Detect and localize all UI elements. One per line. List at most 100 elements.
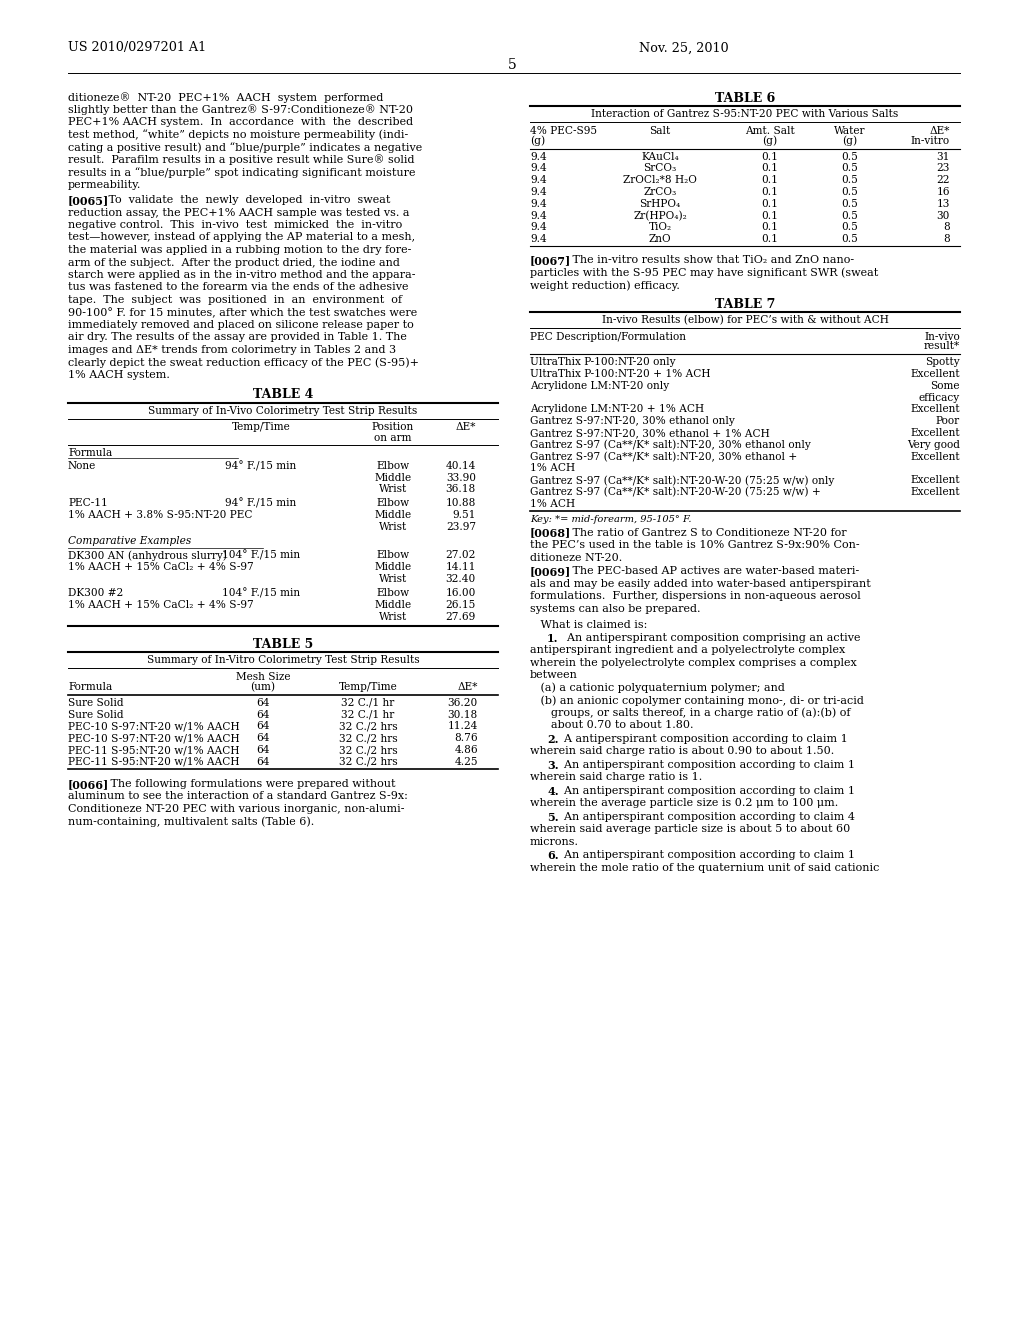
Text: 33.90: 33.90 (446, 473, 476, 483)
Text: (g): (g) (843, 136, 857, 147)
Text: US 2010/0297201 A1: US 2010/0297201 A1 (68, 41, 206, 54)
Text: Formula: Formula (68, 682, 113, 692)
Text: 9.4: 9.4 (530, 222, 547, 232)
Text: Interaction of Gantrez S-95:NT-20 PEC with Various Salts: Interaction of Gantrez S-95:NT-20 PEC wi… (592, 110, 899, 119)
Text: 64: 64 (256, 734, 269, 743)
Text: the PEC’s used in the table is 10% Gantrez S-9x:90% Con-: the PEC’s used in the table is 10% Gantr… (530, 540, 859, 550)
Text: Wrist: Wrist (379, 611, 408, 622)
Text: 32 C./1 hr: 32 C./1 hr (341, 710, 394, 719)
Text: result.  Parafilm results in a positive result while Sure® solid: result. Parafilm results in a positive r… (68, 154, 415, 165)
Text: 0.5: 0.5 (842, 199, 858, 209)
Text: PEC-10 S-97:NT-20 w/1% AACH: PEC-10 S-97:NT-20 w/1% AACH (68, 734, 240, 743)
Text: wherein the mole ratio of the quaternium unit of said cationic: wherein the mole ratio of the quaternium… (530, 862, 880, 873)
Text: Elbow: Elbow (377, 550, 410, 561)
Text: 0.1: 0.1 (762, 234, 778, 244)
Text: Acrylidone LM:NT-20 only: Acrylidone LM:NT-20 only (530, 380, 669, 391)
Text: arm of the subject.  After the product dried, the iodine and: arm of the subject. After the product dr… (68, 257, 400, 268)
Text: Excellent: Excellent (910, 487, 961, 496)
Text: 23: 23 (937, 164, 950, 173)
Text: 104° F./15 min: 104° F./15 min (222, 587, 300, 598)
Text: 94° F./15 min: 94° F./15 min (225, 461, 297, 471)
Text: tus was fastened to the forearm via the ends of the adhesive: tus was fastened to the forearm via the … (68, 282, 409, 293)
Text: The ratio of Gantrez S to Conditioneze NT-20 for: The ratio of Gantrez S to Conditioneze N… (562, 528, 847, 537)
Text: Elbow: Elbow (377, 499, 410, 508)
Text: [0068]: [0068] (530, 528, 571, 539)
Text: Excellent: Excellent (910, 368, 961, 379)
Text: The in-vitro results show that TiO₂ and ZnO nano-: The in-vitro results show that TiO₂ and … (562, 255, 854, 265)
Text: 32 C./2 hrs: 32 C./2 hrs (339, 744, 397, 755)
Text: The PEC-based AP actives are water-based materi-: The PEC-based AP actives are water-based… (562, 566, 859, 576)
Text: Some: Some (931, 380, 961, 391)
Text: num-containing, multivalent salts (Table 6).: num-containing, multivalent salts (Table… (68, 816, 314, 826)
Text: Sure Solid: Sure Solid (68, 698, 124, 708)
Text: Conditioneze NT-20 PEC with various inorganic, non-alumi-: Conditioneze NT-20 PEC with various inor… (68, 804, 404, 813)
Text: Gantrez S-97 (Ca**/K* salt):NT-20, 30% ethanol only: Gantrez S-97 (Ca**/K* salt):NT-20, 30% e… (530, 440, 811, 450)
Text: wherein said charge ratio is about 0.90 to about 1.50.: wherein said charge ratio is about 0.90 … (530, 746, 835, 756)
Text: immediately removed and placed on silicone release paper to: immediately removed and placed on silico… (68, 319, 414, 330)
Text: 6.: 6. (547, 850, 559, 861)
Text: 16: 16 (937, 187, 950, 197)
Text: Excellent: Excellent (910, 404, 961, 414)
Text: test method, “white” depicts no moisture permeability (indi-: test method, “white” depicts no moisture… (68, 129, 409, 140)
Text: (a) a cationic polyquaternium polymer; and: (a) a cationic polyquaternium polymer; a… (530, 682, 784, 693)
Text: 9.4: 9.4 (530, 152, 547, 161)
Text: DK300 #2: DK300 #2 (68, 587, 123, 598)
Text: Temp/Time: Temp/Time (231, 422, 291, 433)
Text: wherein said average particle size is about 5 to about 60: wherein said average particle size is ab… (530, 824, 850, 834)
Text: 1.: 1. (547, 632, 558, 644)
Text: slightly better than the Gantrez® S-97:Conditioneze® NT-20: slightly better than the Gantrez® S-97:C… (68, 104, 413, 115)
Text: UltraThix P-100:NT-20 only: UltraThix P-100:NT-20 only (530, 358, 676, 367)
Text: 8.76: 8.76 (455, 734, 478, 743)
Text: A antiperspirant composition according to claim 1: A antiperspirant composition according t… (557, 734, 848, 743)
Text: 94° F./15 min: 94° F./15 min (225, 499, 297, 508)
Text: Middle: Middle (375, 562, 412, 573)
Text: 1% AACH system.: 1% AACH system. (68, 370, 170, 380)
Text: 2.: 2. (547, 734, 558, 744)
Text: [0069]: [0069] (530, 566, 571, 577)
Text: Gantrez S-97:NT-20, 30% ethanol + 1% ACH: Gantrez S-97:NT-20, 30% ethanol + 1% ACH (530, 428, 770, 438)
Text: The following formulations were prepared without: The following formulations were prepared… (100, 779, 395, 788)
Text: 16.00: 16.00 (445, 587, 476, 598)
Text: An antiperspirant composition according to claim 1: An antiperspirant composition according … (557, 759, 855, 770)
Text: Gantrez S-97 (Ca**/K* salt):NT-20-W-20 (75:25 w/w) only: Gantrez S-97 (Ca**/K* salt):NT-20-W-20 (… (530, 475, 835, 486)
Text: tape.  The  subject  was  positioned  in  an  environment  of: tape. The subject was positioned in an e… (68, 294, 402, 305)
Text: 0.5: 0.5 (842, 176, 858, 185)
Text: [0067]: [0067] (530, 255, 571, 267)
Text: Wrist: Wrist (379, 574, 408, 583)
Text: about 0.70 to about 1.80.: about 0.70 to about 1.80. (530, 719, 693, 730)
Text: particles with the S-95 PEC may have significant SWR (sweat: particles with the S-95 PEC may have sig… (530, 268, 879, 279)
Text: (um): (um) (251, 682, 275, 693)
Text: 64: 64 (256, 710, 269, 719)
Text: (g): (g) (530, 136, 545, 147)
Text: TABLE 4: TABLE 4 (253, 388, 313, 401)
Text: Middle: Middle (375, 473, 412, 483)
Text: DK300 AN (anhydrous slurry): DK300 AN (anhydrous slurry) (68, 550, 227, 561)
Text: 0.1: 0.1 (762, 199, 778, 209)
Text: 1% AACH + 15% CaCl₂ + 4% S-97: 1% AACH + 15% CaCl₂ + 4% S-97 (68, 599, 254, 610)
Text: 32 C./2 hrs: 32 C./2 hrs (339, 722, 397, 731)
Text: 9.4: 9.4 (530, 234, 547, 244)
Text: 9.4: 9.4 (530, 211, 547, 220)
Text: microns.: microns. (530, 837, 579, 846)
Text: 36.18: 36.18 (445, 484, 476, 495)
Text: Elbow: Elbow (377, 461, 410, 471)
Text: starch were applied as in the in-vitro method and the appara-: starch were applied as in the in-vitro m… (68, 271, 416, 280)
Text: groups, or salts thereof, in a charge ratio of (a):(b) of: groups, or salts thereof, in a charge ra… (530, 708, 851, 718)
Text: 31: 31 (937, 152, 950, 161)
Text: In-vivo: In-vivo (925, 331, 961, 342)
Text: To  validate  the  newly  developed  in-vitro  sweat: To validate the newly developed in-vitro… (98, 195, 390, 205)
Text: cating a positive result) and “blue/purple” indicates a negative: cating a positive result) and “blue/purp… (68, 143, 422, 153)
Text: Nov. 25, 2010: Nov. 25, 2010 (639, 41, 729, 54)
Text: Comparative Examples: Comparative Examples (68, 536, 191, 545)
Text: 5: 5 (508, 58, 516, 73)
Text: 104° F./15 min: 104° F./15 min (222, 550, 300, 561)
Text: An antiperspirant composition comprising an active: An antiperspirant composition comprising… (560, 632, 860, 643)
Text: 5.: 5. (547, 812, 559, 822)
Text: Salt: Salt (649, 125, 671, 136)
Text: [0065]: [0065] (68, 195, 110, 206)
Text: Summary of In-Vitro Colorimetry Test Strip Results: Summary of In-Vitro Colorimetry Test Str… (146, 655, 419, 665)
Text: efficacy: efficacy (919, 392, 961, 403)
Text: wherein the average particle size is 0.2 μm to 100 μm.: wherein the average particle size is 0.2… (530, 799, 839, 808)
Text: negative control.  This  in-vivo  test  mimicked  the  in-vitro: negative control. This in-vivo test mimi… (68, 220, 402, 230)
Text: formulations.  Further, dispersions in non-aqueous aerosol: formulations. Further, dispersions in no… (530, 591, 861, 601)
